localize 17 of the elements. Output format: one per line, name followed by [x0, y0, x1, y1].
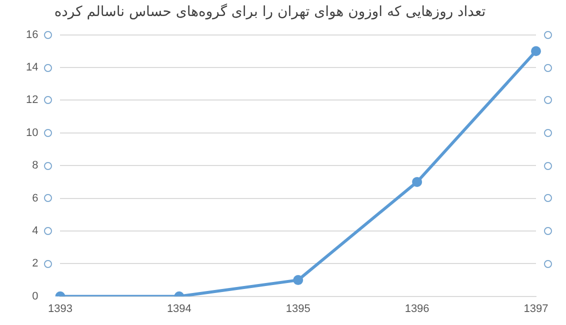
y-tick-label: 10 [26, 126, 38, 139]
y-tick-label: 16 [26, 28, 38, 41]
y-tick-label: 2 [32, 258, 38, 270]
point [412, 176, 422, 187]
chart-title: تعداد روزهایی که اوزون هوای تهران را برای گروه‌های حساس ناسالم کرده [54, 3, 486, 20]
x-tick-label: 1396 [404, 303, 430, 316]
x-tick-label: 1393 [48, 303, 72, 316]
y-tick-label: 0 [32, 290, 38, 302]
x-tick-label: 1397 [524, 303, 548, 316]
y-tick-label: 6 [32, 192, 38, 204]
x-tick-label: 1394 [166, 303, 192, 316]
y-tick-label: 12 [26, 94, 38, 106]
y-tick-label: 4 [32, 225, 38, 238]
y-tick-label: 14 [26, 62, 38, 74]
point [531, 46, 541, 56]
x-tick-label: 1395 [286, 303, 310, 316]
y-tick-label: 8 [32, 160, 38, 172]
